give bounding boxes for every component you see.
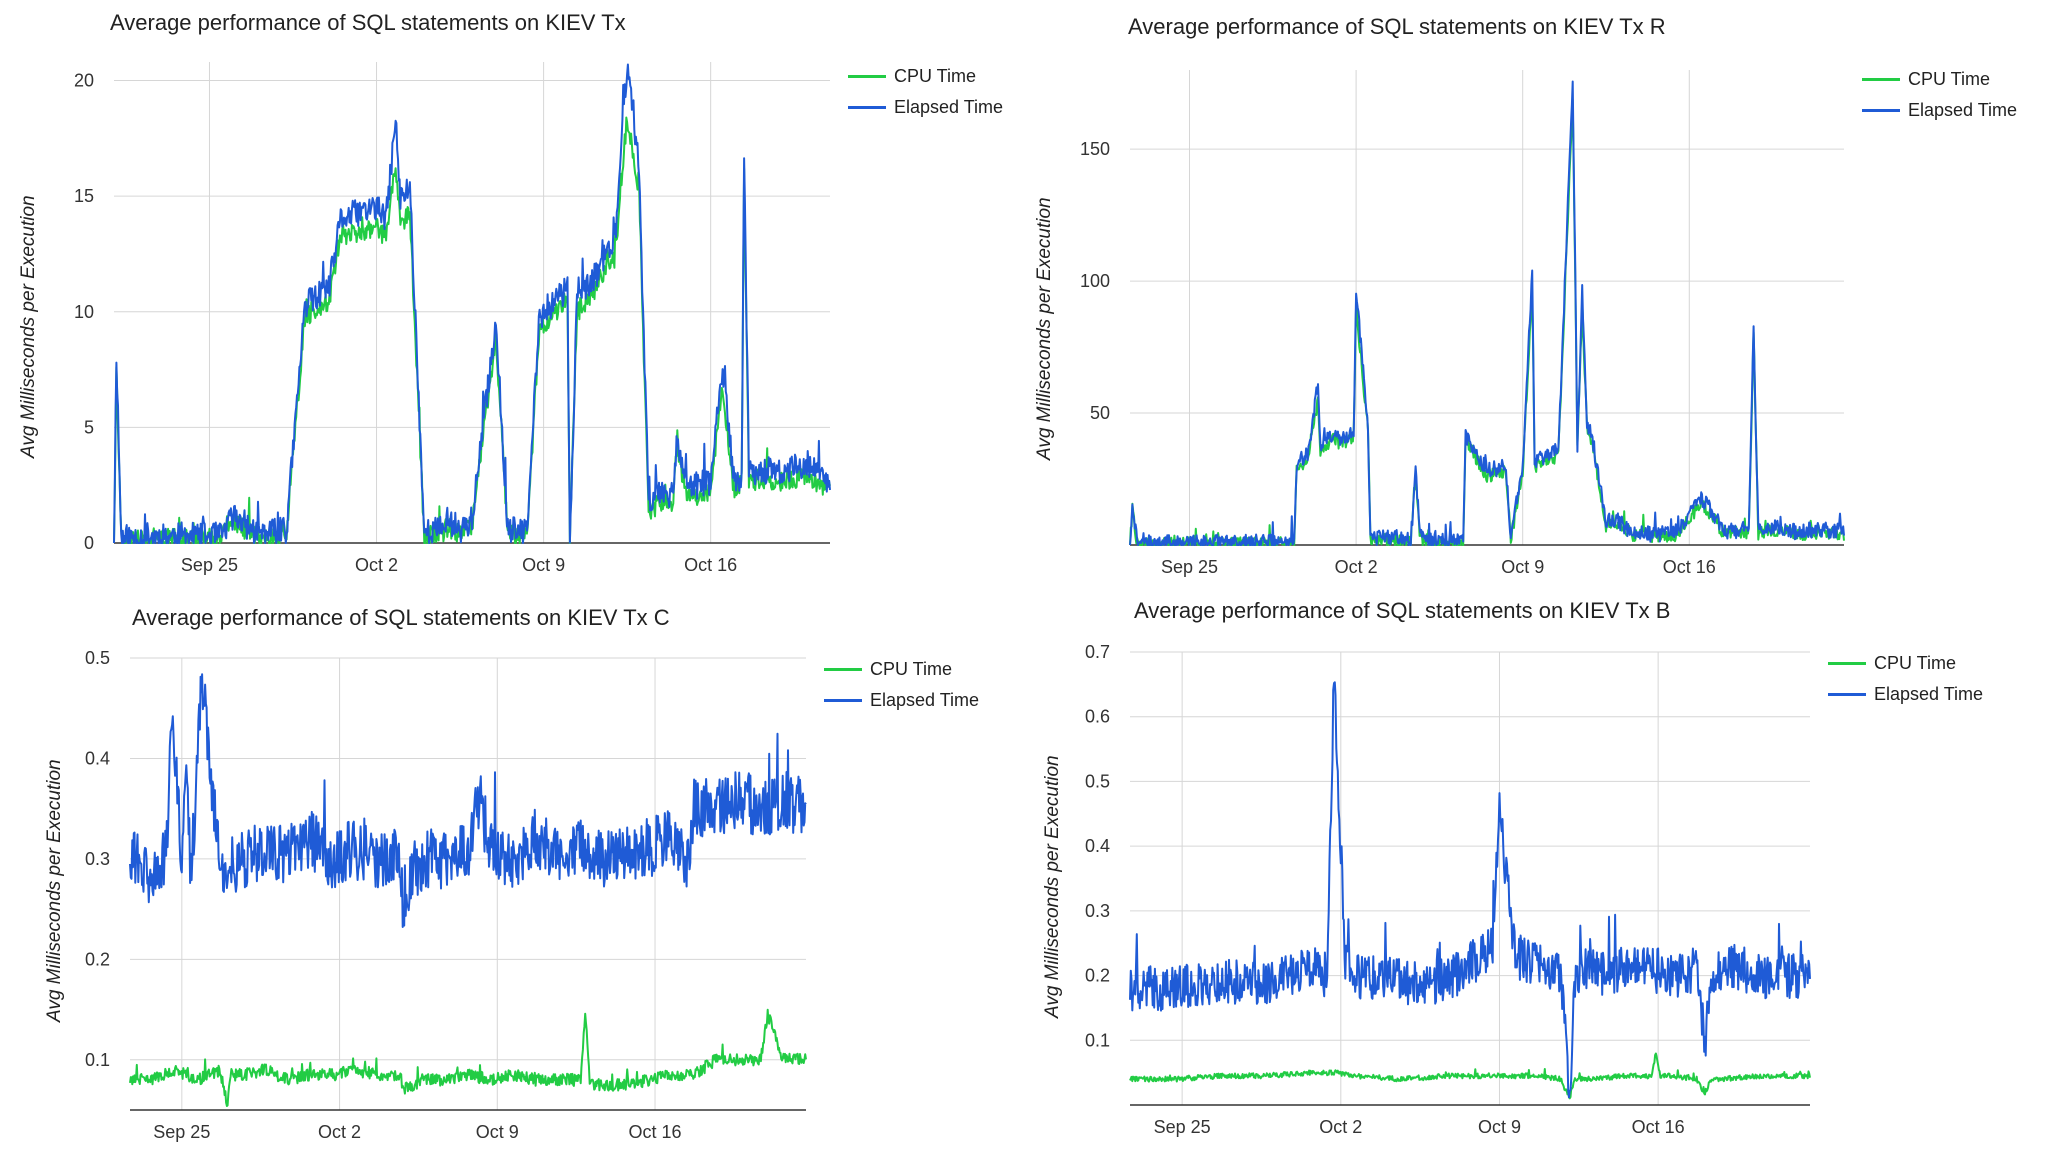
y-tick-label: 0.5 xyxy=(1085,771,1110,791)
chart-title: Average performance of SQL statements on… xyxy=(132,605,670,630)
cpu-time-swatch xyxy=(1862,78,1900,81)
series-line-cpu-time xyxy=(113,116,831,544)
chart-panel-kiev-tx-c: Average performance of SQL statements on… xyxy=(0,590,1020,1152)
series-line-elapsed-time xyxy=(1129,80,1845,546)
series-line-cpu-time xyxy=(129,1008,807,1107)
y-tick-label: 5 xyxy=(84,417,94,437)
legend-label: CPU Time xyxy=(1908,69,1991,89)
y-tick-label: 0.2 xyxy=(85,949,110,969)
x-tick-label: Oct 2 xyxy=(355,555,398,575)
y-tick-label: 50 xyxy=(1090,403,1110,423)
y-tick-label: 0.1 xyxy=(1085,1030,1110,1050)
line-chart: 50 100 150 Sep 25 Oct 2 Oct 9 Oct 16 xyxy=(1080,70,1845,577)
x-tick-label: Oct 9 xyxy=(1501,557,1544,577)
legend-item-elapsed: Elapsed Time xyxy=(1862,95,2017,126)
legend: CPU Time Elapsed Time xyxy=(824,654,979,716)
x-tick-label: Oct 2 xyxy=(1335,557,1378,577)
series-line-elapsed-time xyxy=(1129,681,1811,1099)
chart-panel-kiev-tx-r: Average performance of SQL statements on… xyxy=(1020,0,2048,590)
x-tick-label: Sep 25 xyxy=(1154,1117,1211,1137)
y-tick-label: 0.6 xyxy=(1085,707,1110,727)
y-tick-label: 0 xyxy=(84,533,94,553)
x-tick-label: Sep 25 xyxy=(1161,557,1218,577)
x-tick-label: Sep 25 xyxy=(181,555,238,575)
legend-item-cpu: CPU Time xyxy=(848,61,1003,92)
legend-item-cpu: CPU Time xyxy=(824,654,979,685)
legend-label: Elapsed Time xyxy=(870,690,980,710)
legend-label: CPU Time xyxy=(1874,653,1957,673)
chart-title: Average performance of SQL statements on… xyxy=(110,10,626,35)
legend-label: CPU Time xyxy=(870,659,953,679)
elapsed-time-swatch xyxy=(1828,693,1866,696)
x-tick-label: Oct 9 xyxy=(522,555,565,575)
y-tick-label: 100 xyxy=(1080,271,1110,291)
y-tick-label: 0.5 xyxy=(85,648,110,668)
y-tick-label: 0.3 xyxy=(1085,901,1110,921)
y-tick-label: 150 xyxy=(1080,139,1110,159)
legend-item-cpu: CPU Time xyxy=(1828,648,1983,679)
legend-label: Elapsed Time xyxy=(1908,100,2018,120)
legend-label: Elapsed Time xyxy=(894,97,1004,117)
series-line-cpu-time xyxy=(1129,98,1845,546)
x-tick-label: Oct 16 xyxy=(1632,1117,1685,1137)
x-tick-label: Sep 25 xyxy=(153,1122,210,1142)
chart-panel-kiev-tx: Average performance of SQL statements on… xyxy=(0,0,1020,590)
y-tick-label: 0.1 xyxy=(85,1050,110,1070)
elapsed-time-swatch xyxy=(824,699,862,702)
x-tick-label: Oct 16 xyxy=(684,555,737,575)
y-tick-label: 0.2 xyxy=(1085,966,1110,986)
elapsed-time-swatch xyxy=(1862,109,1900,112)
y-tick-label: 15 xyxy=(74,186,94,206)
x-tick-label: Oct 2 xyxy=(1319,1117,1362,1137)
x-tick-label: Oct 9 xyxy=(1478,1117,1521,1137)
y-tick-label: 20 xyxy=(74,71,94,91)
legend-item-cpu: CPU Time xyxy=(1862,64,2017,95)
y-tick-label: 0.3 xyxy=(85,849,110,869)
x-tick-label: Oct 16 xyxy=(629,1122,682,1142)
legend-label: CPU Time xyxy=(894,66,977,86)
chart-title: Average performance of SQL statements on… xyxy=(1134,598,1671,623)
elapsed-time-swatch xyxy=(848,106,886,109)
legend-item-elapsed: Elapsed Time xyxy=(1828,679,1983,710)
line-chart: 0 5 10 15 20 Sep 25 Oct 2 Oct 9 Oct 16 xyxy=(74,62,831,575)
legend: CPU Time Elapsed Time xyxy=(1828,648,1983,710)
y-tick-label: 0.4 xyxy=(1085,836,1110,856)
legend: CPU Time Elapsed Time xyxy=(848,61,1003,123)
legend-item-elapsed: Elapsed Time xyxy=(824,685,979,716)
cpu-time-swatch xyxy=(848,75,886,78)
cpu-time-swatch xyxy=(1828,662,1866,665)
y-tick-label: 10 xyxy=(74,302,94,322)
chart-panel-kiev-tx-b: Average performance of SQL statements on… xyxy=(1020,590,2048,1152)
line-chart: 0.1 0.2 0.3 0.4 0.5 Sep 25 Oct 2 Oct 9 Oct 16 xyxy=(85,648,807,1142)
legend-item-elapsed: Elapsed Time xyxy=(848,92,1003,123)
legend-label: Elapsed Time xyxy=(1874,684,1984,704)
series-line-elapsed-time xyxy=(113,63,831,544)
x-tick-label: Oct 16 xyxy=(1663,557,1716,577)
legend: CPU Time Elapsed Time xyxy=(1862,64,2017,126)
x-tick-label: Oct 2 xyxy=(318,1122,361,1142)
chart-title: Average performance of SQL statements on… xyxy=(1128,14,1666,39)
series-line-cpu-time xyxy=(1129,1052,1811,1100)
x-tick-label: Oct 9 xyxy=(476,1122,519,1142)
series-line-elapsed-time xyxy=(129,673,807,928)
cpu-time-swatch xyxy=(824,668,862,671)
line-chart: 0.1 0.2 0.3 0.4 0.5 0.6 0.7 Sep 25 Oct 2 Oct 9 Oct… xyxy=(1085,642,1811,1137)
y-tick-label: 0.4 xyxy=(85,748,110,768)
y-tick-label: 0.7 xyxy=(1085,642,1110,662)
